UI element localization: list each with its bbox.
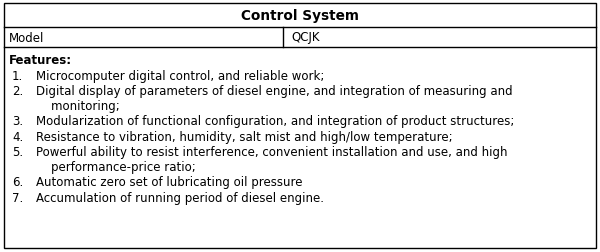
Text: 2.: 2. (12, 85, 23, 98)
Text: 7.: 7. (12, 191, 23, 204)
Text: 4.: 4. (12, 130, 23, 143)
Text: 5.: 5. (12, 145, 23, 158)
Text: Automatic zero set of lubricating oil pressure: Automatic zero set of lubricating oil pr… (36, 176, 302, 188)
Text: Control System: Control System (241, 9, 359, 23)
Text: Microcomputer digital control, and reliable work;: Microcomputer digital control, and relia… (36, 70, 325, 82)
Text: 3.: 3. (12, 115, 23, 128)
Text: Powerful ability to resist interference, convenient installation and use, and hi: Powerful ability to resist interference,… (36, 145, 508, 158)
Text: Features:: Features: (9, 54, 72, 67)
Text: performance-price ratio;: performance-price ratio; (36, 161, 196, 173)
Text: Digital display of parameters of diesel engine, and integration of measuring and: Digital display of parameters of diesel … (36, 85, 512, 98)
Text: Accumulation of running period of diesel engine.: Accumulation of running period of diesel… (36, 191, 324, 204)
Text: 6.: 6. (12, 176, 23, 188)
Text: Model: Model (9, 32, 44, 44)
Text: Modularization of functional configuration, and integration of product structure: Modularization of functional configurati… (36, 115, 514, 128)
Text: Resistance to vibration, humidity, salt mist and high/low temperature;: Resistance to vibration, humidity, salt … (36, 130, 452, 143)
Text: QCJK: QCJK (291, 32, 320, 44)
Text: monitoring;: monitoring; (36, 100, 120, 113)
Text: 1.: 1. (12, 70, 23, 82)
